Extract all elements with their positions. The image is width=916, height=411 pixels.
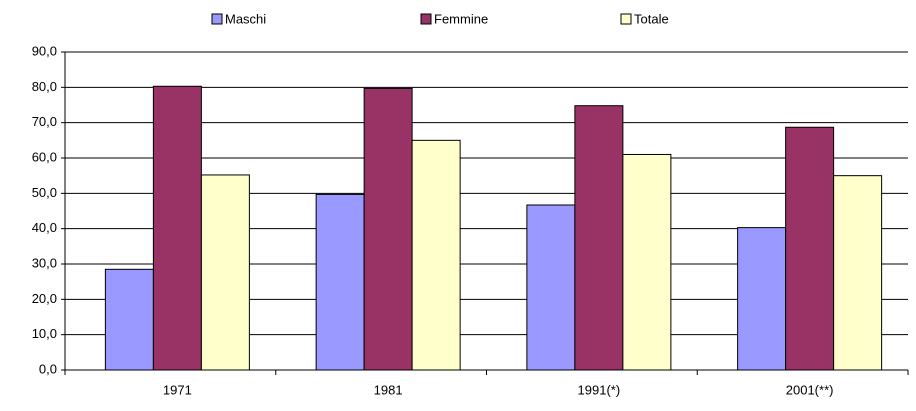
y-tick-label: 90,0 xyxy=(32,43,57,58)
bar xyxy=(315,193,365,371)
bar xyxy=(152,85,202,371)
y-tick-label: 40,0 xyxy=(32,220,57,235)
y-tick-label: 20,0 xyxy=(32,291,57,306)
bar xyxy=(574,105,624,371)
y-tick-label: 60,0 xyxy=(32,149,57,164)
bar xyxy=(785,126,835,371)
x-tick-label: 1991(*) xyxy=(578,382,621,397)
bar xyxy=(200,174,250,371)
bar xyxy=(411,139,461,371)
legend-label: Maschi xyxy=(225,11,266,26)
legend-swatch xyxy=(620,13,632,25)
y-tick-label: 50,0 xyxy=(32,185,57,200)
bar xyxy=(833,175,883,371)
legend-swatch xyxy=(211,13,223,25)
y-tick-label: 30,0 xyxy=(32,255,57,270)
y-tick-label: 0,0 xyxy=(39,361,57,376)
legend-label: Femmine xyxy=(434,11,488,26)
bar xyxy=(526,204,576,371)
y-tick-label: 10,0 xyxy=(32,326,57,341)
bar xyxy=(104,268,154,371)
x-tick-label: 1971 xyxy=(163,382,192,397)
x-tick-label: 2001(**) xyxy=(786,382,834,397)
bar xyxy=(363,87,413,371)
legend-label: Totale xyxy=(634,11,669,26)
bar xyxy=(737,227,787,371)
y-tick-label: 70,0 xyxy=(32,114,57,129)
y-tick-label: 80,0 xyxy=(32,79,57,94)
x-tick-label: 1981 xyxy=(374,382,403,397)
legend-swatch xyxy=(420,13,432,25)
bar xyxy=(622,153,672,371)
